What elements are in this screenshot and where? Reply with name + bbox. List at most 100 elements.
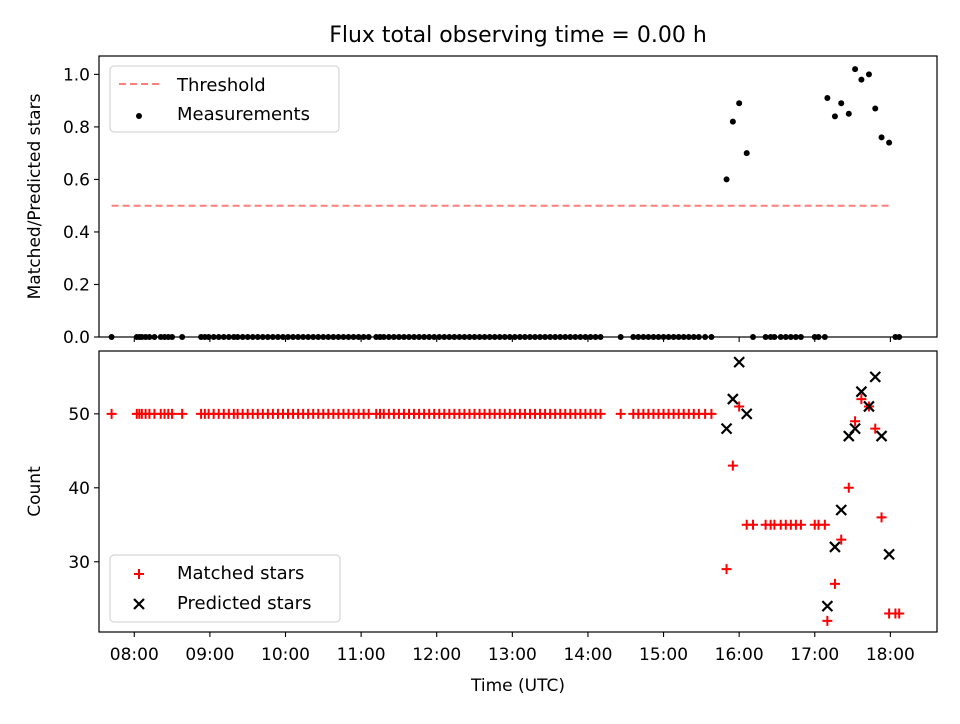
measurement-point [787, 334, 794, 340]
measurement-point [537, 334, 544, 340]
legend-box [109, 65, 340, 133]
matched-star-point [106, 408, 117, 419]
measurement-point [380, 334, 387, 340]
predicted-star-point [829, 541, 841, 553]
measurement-point [845, 110, 852, 117]
legend-threshold-label: Threshold [176, 75, 266, 96]
y-tick-label: 0.2 [63, 275, 90, 295]
legend-predicted-label: Predicted stars [177, 593, 311, 614]
measurement-point [395, 334, 402, 340]
matched-star-point [795, 519, 806, 530]
matched-star-point [706, 408, 717, 419]
measurement-point [762, 334, 769, 340]
measurement-point [782, 334, 789, 340]
measurement-point [865, 71, 872, 78]
measurement-point [269, 334, 276, 340]
measurement-point [562, 334, 569, 340]
measurement-point [838, 100, 845, 107]
y-tick-label: 0.4 [63, 223, 90, 243]
measurement-point [858, 76, 865, 83]
measurement-point [729, 118, 736, 125]
legend-measurements-swatch [136, 113, 142, 119]
predicted-star-point [835, 504, 848, 516]
matched-star-point [595, 408, 606, 419]
measurement-point [300, 334, 307, 340]
measurement-point [476, 334, 483, 340]
measurement-point [617, 334, 624, 340]
x-tick-label: 10:00 [261, 645, 310, 665]
matched-star-point [822, 615, 833, 626]
x-tick-label: 18:00 [866, 645, 915, 665]
measurement-point [708, 334, 715, 340]
measurement-point [521, 334, 528, 340]
measurement-point [743, 150, 750, 157]
measurement-point [777, 334, 784, 340]
measurement-point [567, 334, 574, 340]
measurement-point [597, 334, 604, 340]
matched-star-point [615, 408, 626, 419]
predicted-star-point [849, 422, 861, 435]
measurement-point [431, 334, 438, 340]
measurement-point [824, 95, 831, 102]
measurement-point [878, 134, 885, 141]
measurement-point [592, 334, 599, 340]
measurement-point [220, 334, 227, 340]
measurement-point [526, 334, 533, 340]
measurement-point [685, 334, 692, 340]
measurement-point [416, 334, 423, 340]
measurement-point [441, 334, 448, 340]
legend: Matched stars Predicted stars [109, 554, 341, 623]
measurement-point [542, 334, 549, 340]
predicted-star-point [875, 430, 888, 442]
measurement-point [355, 334, 362, 340]
measurement-point [792, 334, 799, 340]
matched-star-point [843, 482, 854, 493]
matched-star-point [876, 512, 887, 523]
matched-star-point [167, 408, 178, 419]
y-tick-label: 0.6 [63, 170, 90, 190]
x-tick-label: 09:00 [185, 645, 234, 665]
predicted-star-point [869, 371, 882, 383]
measurement-point [360, 334, 367, 340]
matched-star-point [748, 519, 759, 530]
measurement-point [446, 334, 453, 340]
measurement-point [587, 334, 594, 340]
measurement-point [511, 334, 518, 340]
predicted-star-point [883, 548, 895, 561]
measurement-point [411, 334, 418, 340]
y-tick-label: 1.0 [63, 65, 90, 85]
matched-star-point [894, 608, 905, 619]
measurement-point [285, 334, 292, 340]
measurement-point [655, 334, 662, 340]
y-tick-label: 0.8 [63, 118, 90, 138]
measurement-point [179, 334, 186, 340]
measurement-point [496, 334, 503, 340]
matched-star-point [727, 460, 738, 471]
measurement-point [456, 334, 463, 340]
measurement-point [736, 100, 743, 107]
legend-predicted-swatch [133, 598, 145, 610]
x-tick-label: 16:00 [715, 645, 764, 665]
matched-star-point [856, 394, 867, 405]
matched-star-point [177, 408, 188, 419]
measurement-point [335, 334, 342, 340]
measurement-point [630, 334, 637, 340]
matched-star-point [850, 416, 861, 427]
measurement-point [702, 334, 709, 340]
measurement-point [815, 334, 822, 340]
measurement-point [305, 334, 312, 340]
measurement-point [481, 334, 488, 340]
measurement-point [852, 66, 859, 73]
measurement-point [315, 334, 322, 340]
measurement-point [821, 334, 828, 340]
measurement-point [572, 334, 579, 340]
measurement-point [451, 334, 458, 340]
measurement-point [259, 334, 266, 340]
measurement-point [665, 334, 672, 340]
legend-box [109, 554, 341, 623]
x-tick-label: 13:00 [488, 645, 537, 665]
x-tick-label: 12:00 [412, 645, 461, 665]
measurement-point [675, 334, 682, 340]
measurement-point [390, 334, 397, 340]
